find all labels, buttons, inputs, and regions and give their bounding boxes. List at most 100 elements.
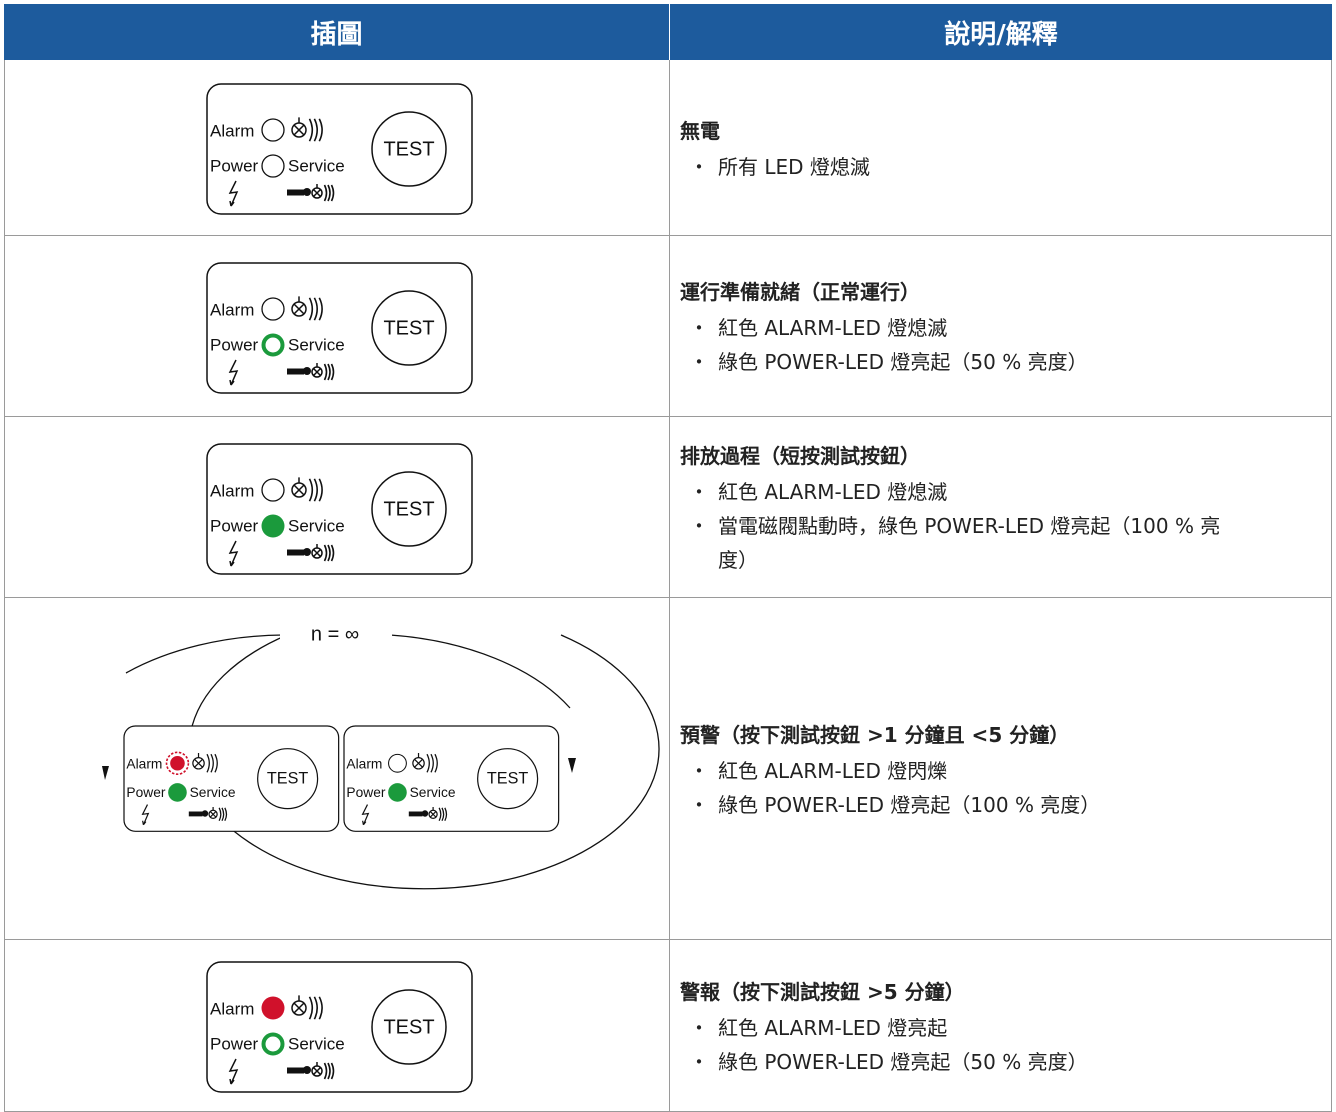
icon: [308, 297, 314, 321]
test-label: TEST: [267, 770, 308, 788]
cycle-arc: [389, 634, 571, 709]
icon: [426, 753, 430, 773]
led: [261, 154, 285, 178]
table-row: n = ∞ Alarm Power Service TEST Alarm Power Serv…: [4, 598, 1332, 940]
bullet-dot: ・: [689, 480, 709, 504]
icon: [228, 540, 239, 567]
table-row: Alarm Power Service TEST 警報（按下測試按鈕 >5 分鐘） ・紅色…: [4, 940, 1332, 1112]
icon: [414, 753, 423, 768]
panel-label: Alarm: [126, 757, 162, 772]
icon: [312, 363, 322, 377]
icon: [287, 549, 304, 556]
bullet-item: ・紅色 ALARM-LED 燈熄滅: [680, 311, 1331, 345]
icon: [312, 544, 322, 558]
bullet-dot: ・: [689, 1049, 709, 1074]
panel-label: Power: [210, 156, 259, 175]
bullet-text: 綠色 POWER-LED 燈亮起（50 % 亮度）: [718, 350, 1088, 374]
bullet-text: 紅色 ALARM-LED 燈熄滅: [718, 316, 948, 340]
icon: [323, 544, 328, 562]
icon: [313, 297, 318, 321]
row-title: 無電: [680, 118, 720, 143]
icon: [214, 753, 218, 773]
bullet-text: 綠色 POWER-LED 燈亮起（50 % 亮度）: [718, 1049, 1088, 1074]
icon: [308, 478, 314, 502]
panel-label: Service: [288, 516, 345, 535]
test-button: [477, 748, 539, 810]
icon: [323, 363, 328, 381]
test-button: [371, 290, 447, 366]
arrow: [102, 766, 109, 780]
icon: [141, 804, 150, 826]
panel-label: Alarm: [346, 757, 382, 772]
bullet-dot: ・: [689, 1015, 709, 1040]
bullet-dot: ・: [689, 792, 709, 817]
icon: [209, 807, 217, 818]
test-label: TEST: [383, 498, 434, 520]
row-title: 警報（按下測試按鈕 >5 分鐘）: [680, 979, 965, 1004]
led: [261, 118, 285, 142]
bullet-dot: ・: [689, 154, 709, 179]
illustration: Alarm Power Service TEST: [206, 83, 473, 215]
table-row: Alarm Power Service TEST 排放過程（短按測試按鈕） ・紅色 ALA…: [4, 417, 1332, 598]
icon: [303, 548, 311, 556]
panel-label: Service: [288, 1034, 345, 1053]
icon: [221, 807, 225, 822]
row-title: 運行準備就緒（正常運行）: [680, 280, 920, 304]
icon: [313, 118, 318, 142]
icon: [323, 184, 328, 202]
illustration-cell: Alarm Power Service TEST: [4, 940, 670, 1111]
led: [388, 783, 407, 802]
panel: Alarm Power Service TEST: [343, 725, 560, 832]
description-cell: 無電・所有 LED 燈熄滅: [670, 60, 1332, 235]
icon: [308, 118, 314, 142]
panel-label: Power: [210, 1034, 259, 1053]
bullet-text: 所有 LED 燈熄滅: [718, 154, 870, 179]
icon: [228, 359, 239, 386]
icon: [192, 756, 205, 770]
bullet-text: 紅色 ALARM-LED 燈熄滅: [718, 480, 948, 504]
icon: [330, 544, 335, 562]
led: [170, 755, 185, 771]
illustration-cell: Alarm Power Service TEST: [4, 60, 670, 235]
icon: [421, 810, 429, 817]
bullet-item: ・綠色 POWER-LED 燈亮起（100 % 亮度）: [680, 788, 1331, 822]
bullet-text: 紅色 ALARM-LED 燈亮起: [718, 1015, 948, 1040]
icon: [206, 753, 210, 773]
panel: Alarm Power Service TEST: [206, 443, 473, 575]
cycle-arc: [125, 634, 284, 674]
panel-label: Alarm: [210, 481, 254, 500]
panel: Alarm Power Service TEST: [206, 961, 473, 1093]
icon: [218, 807, 222, 822]
bullet-text: 紅色 ALARM-LED 燈閃爍: [718, 758, 948, 783]
description-cell: 預警（按下測試按鈕 >1 分鐘且 <5 分鐘） ・紅色 ALARM-LED 燈閃爍…: [670, 598, 1332, 939]
bullet-dot: ・: [689, 758, 709, 783]
bullet-item: ・紅色 ALARM-LED 燈閃爍: [680, 754, 1331, 788]
icon: [201, 810, 209, 817]
panel-label: Power: [210, 516, 259, 535]
icon: [430, 753, 434, 773]
panel-label: Alarm: [210, 300, 254, 319]
panel-label: Service: [288, 156, 345, 175]
bullet-dot: ・: [689, 316, 709, 340]
panel: Alarm Power Service TEST: [123, 725, 340, 832]
icon: [293, 117, 305, 136]
led: [388, 753, 407, 773]
icon: [327, 184, 331, 202]
test-label: TEST: [487, 770, 528, 788]
description-cell: 運行準備就緒（正常運行） ・紅色 ALARM-LED 燈熄滅・綠色 POWER-L…: [670, 236, 1332, 416]
header-cell: 插圖: [4, 4, 670, 60]
led: [261, 996, 285, 1020]
led: [261, 478, 285, 502]
bullet-item: ・紅色 ALARM-LED 燈熄滅: [680, 475, 1331, 509]
icon: [303, 1066, 311, 1074]
icon: [330, 363, 335, 381]
icon: [361, 804, 370, 826]
header-cell: 說明/解釋: [670, 4, 1332, 60]
bullet-dot: ・: [689, 350, 709, 374]
panel-label: Service: [190, 785, 236, 800]
panel-label: Alarm: [210, 121, 254, 140]
panel-label: Service: [410, 785, 456, 800]
icon: [188, 811, 203, 817]
icon: [194, 753, 203, 768]
